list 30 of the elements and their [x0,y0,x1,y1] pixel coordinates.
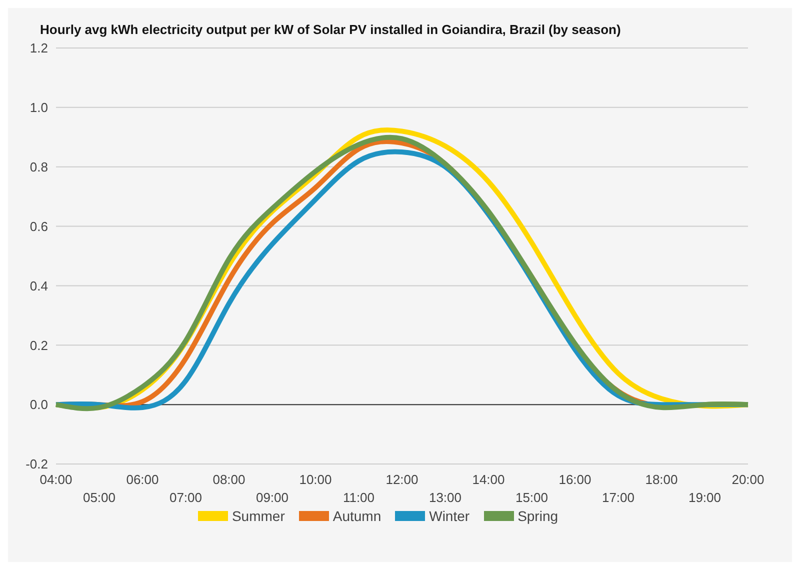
y-tick-label: 0.0 [30,397,48,412]
x-tick-label: 17:00 [602,490,635,505]
y-tick-label: 0.2 [30,338,48,353]
x-tick-label: 14:00 [472,472,505,487]
x-tick-label: 11:00 [342,490,375,505]
y-tick-label: 0.6 [30,218,48,234]
y-tick-label: 1.0 [30,100,48,116]
y-tick-label: 0.4 [30,278,48,294]
legend-label: Winter [428,508,470,524]
legend-label: Spring [516,508,558,524]
x-tick-label: 15:00 [515,490,548,505]
chart-title: Hourly avg kWh electricity output per kW of Solar PV installed in Goiandira, Brazil (by season) [40,22,621,37]
x-tick-label: 04:00 [40,472,72,487]
y-tick-label: 1.2 [30,40,48,56]
x-tick-label: 08:00 [212,472,246,487]
x-tick-label: 12:00 [386,472,418,487]
x-tick-label: 13:00 [428,490,462,505]
x-tick-label: 10:00 [299,472,332,487]
x-tick-label: 19:00 [688,490,722,505]
y-tick-label: -0.2 [26,456,48,472]
x-tick-label: 18:00 [645,472,678,487]
x-tick-label: 20:00 [732,472,764,487]
x-tick-label: 07:00 [169,490,202,505]
x-tick-label: 09:00 [256,490,289,505]
legend-label: Summer [230,508,285,524]
y-tick-label: 0.8 [30,159,48,174]
x-tick-label: 06:00 [126,472,159,487]
x-tick-label: 05:00 [82,490,116,505]
x-tick-label: 16:00 [558,472,592,487]
legend-label: Autumn [332,508,382,524]
